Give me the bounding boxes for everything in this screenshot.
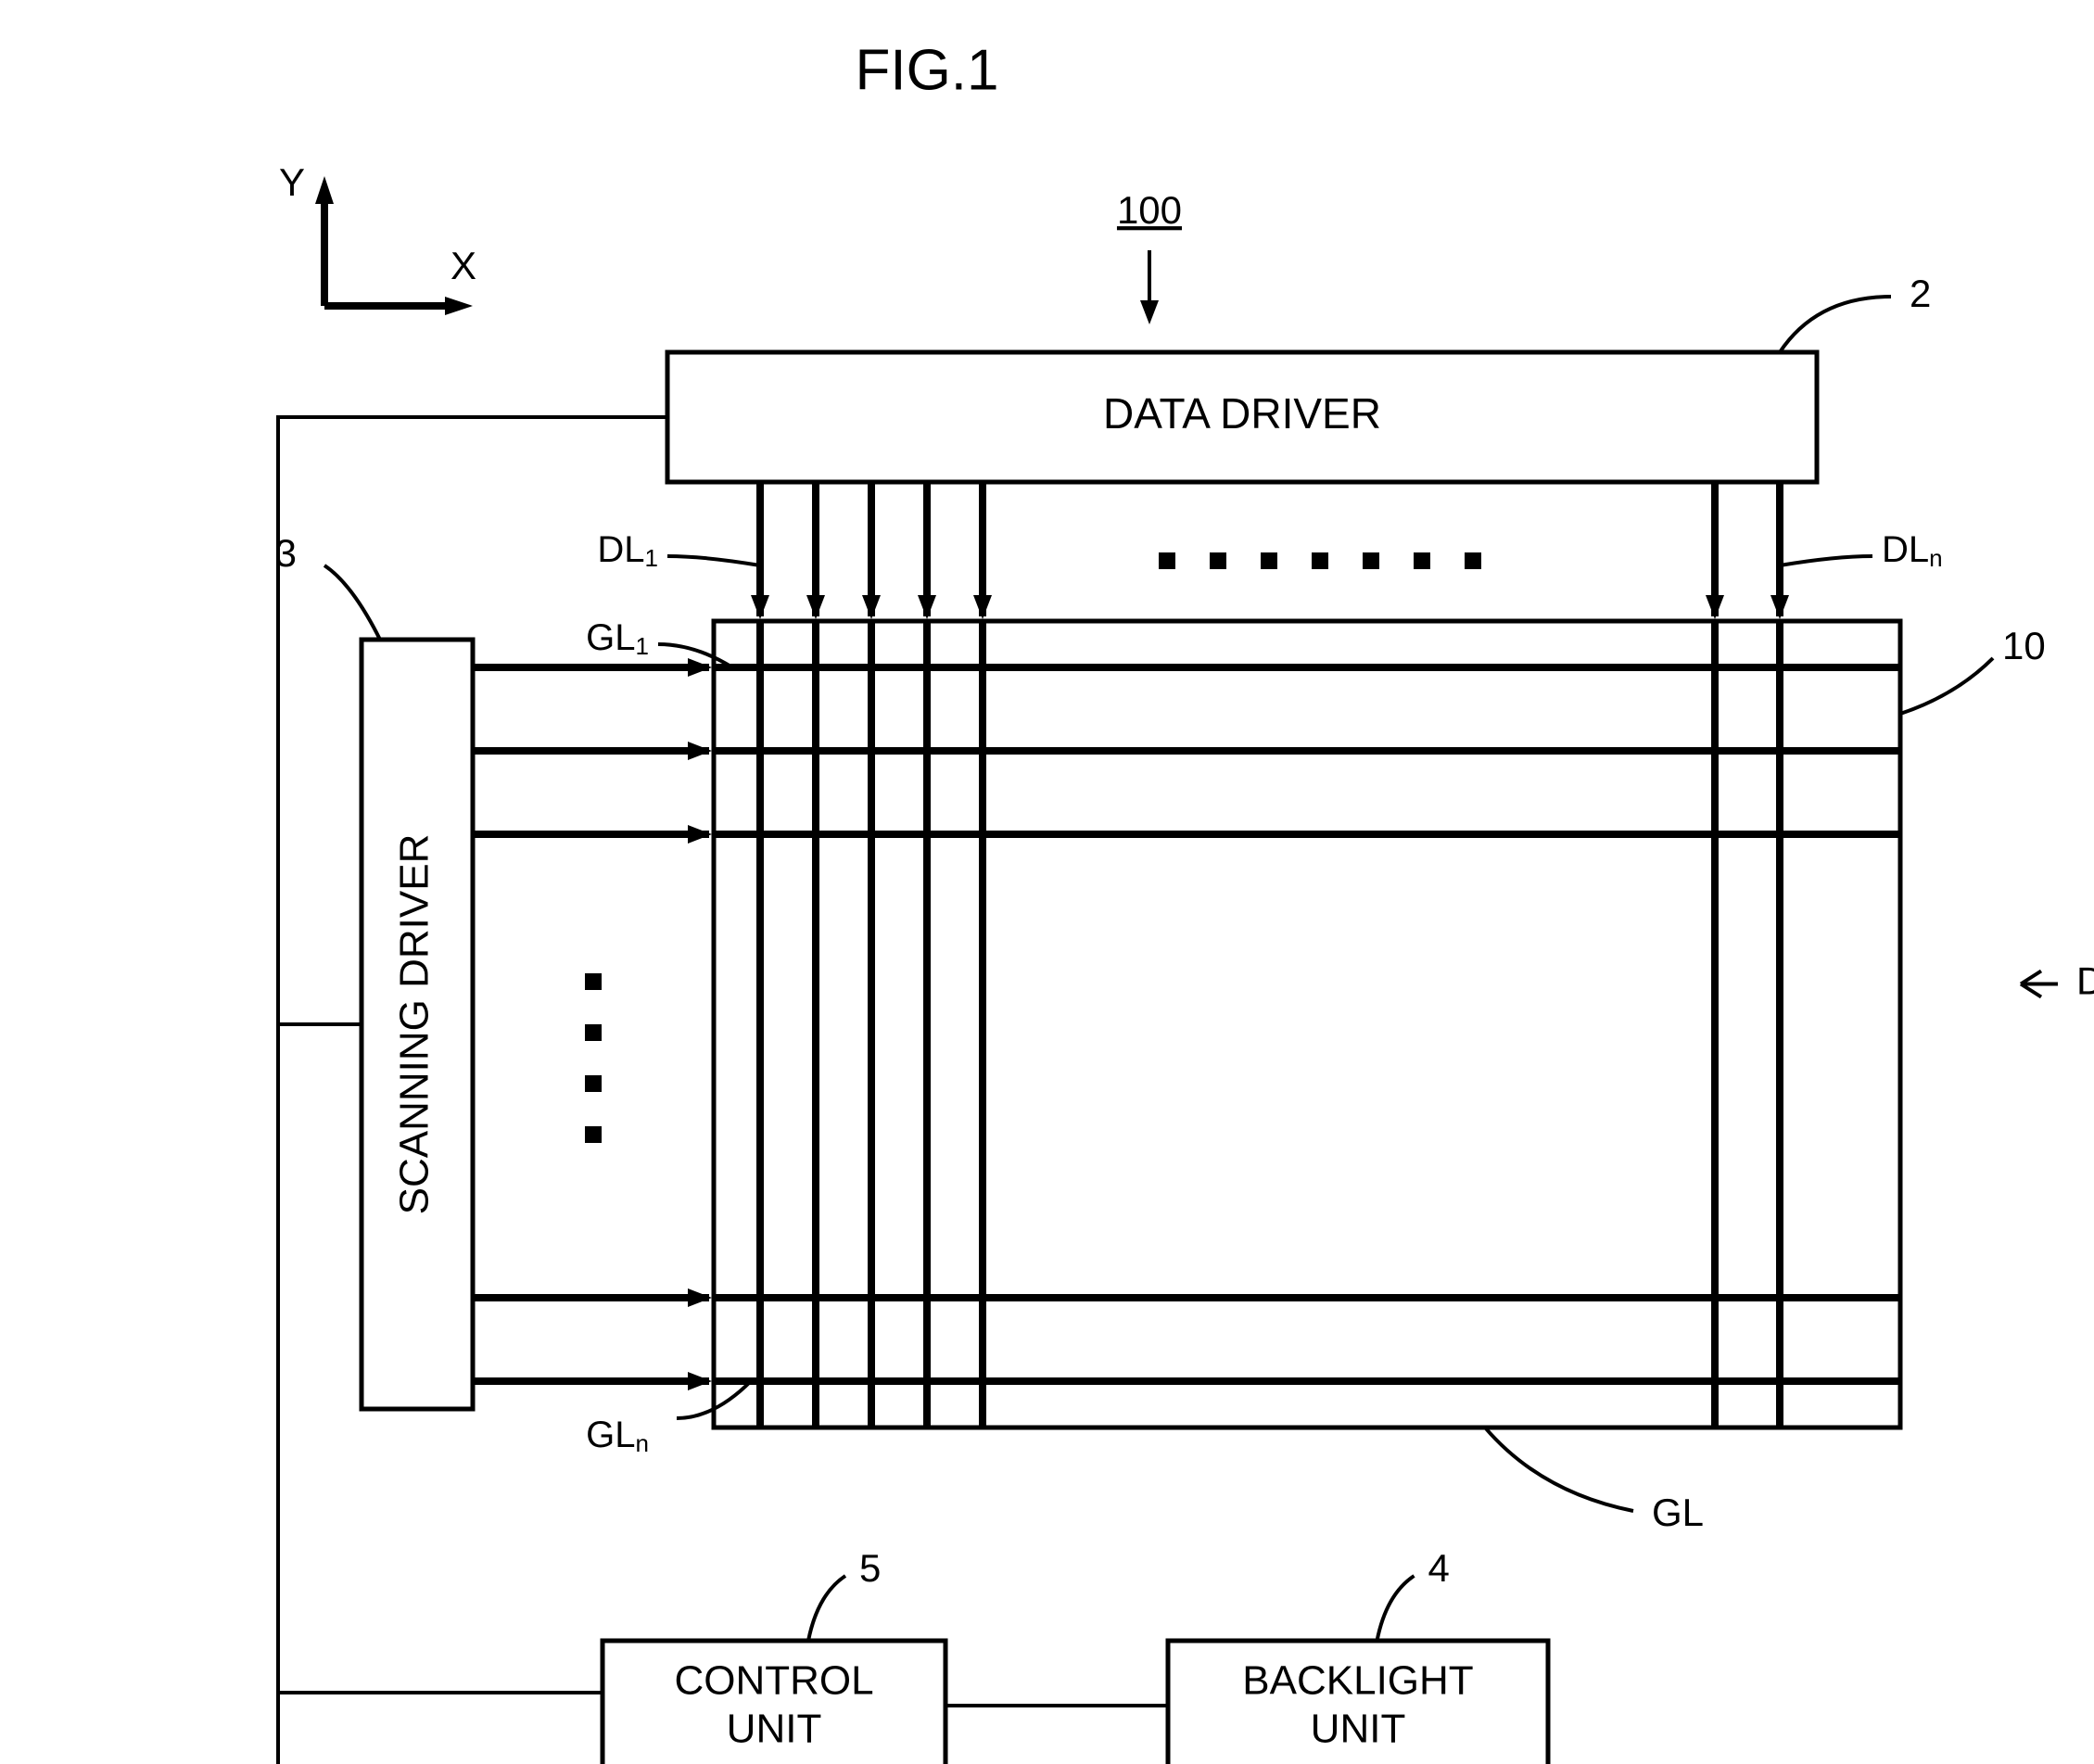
figure-title: FIG.1 [855, 38, 998, 102]
scanning-driver-ref: 3 [275, 531, 297, 575]
data-line-last-label: DLn [1882, 529, 1943, 572]
data-driver-label: DATA DRIVER [1103, 389, 1381, 438]
backlight-unit-label: UNIT [1311, 1707, 1406, 1752]
panel-ref: 10 [2002, 624, 2046, 667]
control-unit-label: CONTROL [674, 1658, 873, 1704]
scanning-driver-label: SCANNING DRIVER [392, 834, 438, 1215]
ref-overall: 100 [1117, 188, 1182, 232]
display-panel [714, 621, 1900, 1428]
gate-line-first-label: GL1 [586, 617, 649, 660]
axis-y-label: Y [279, 160, 305, 204]
backlight-unit-ref: 4 [1428, 1546, 1450, 1590]
data-driver-ref: 2 [1910, 272, 1931, 315]
backlight-unit-label: BACKLIGHT [1242, 1658, 1473, 1704]
data-line-first-label: DL1 [597, 529, 658, 572]
control-unit-label: UNIT [727, 1707, 822, 1752]
gate-line-group-label: GL [1652, 1491, 1704, 1534]
control-unit-ref: 5 [859, 1546, 881, 1590]
axis-x-label: X [451, 244, 476, 287]
gate-line-last-label: GLn [586, 1415, 649, 1457]
data-line-group-label: DL [2076, 959, 2094, 1003]
